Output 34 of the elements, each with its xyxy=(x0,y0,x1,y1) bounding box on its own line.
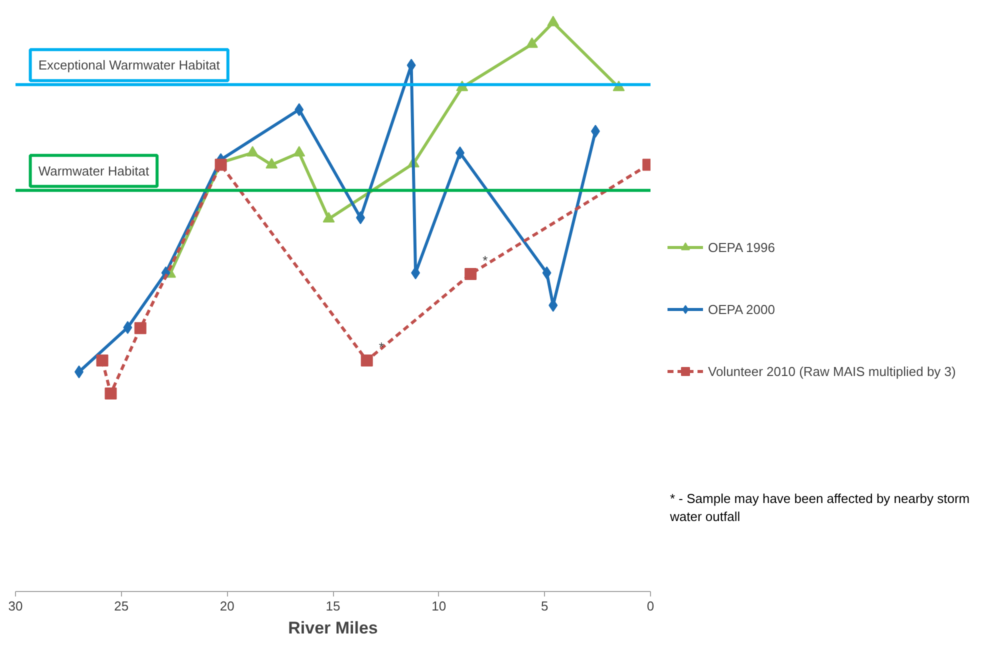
x-tick-label: 5 xyxy=(541,598,548,614)
point xyxy=(246,146,259,157)
legend-label: OEPA 2000 xyxy=(708,302,775,316)
ref-line-label: Warmwater Habitat xyxy=(38,163,150,178)
point xyxy=(547,16,560,26)
point xyxy=(214,158,227,171)
point xyxy=(294,103,304,116)
legend-label: Volunteer 2010 (Raw MAIS multiplied by 3) xyxy=(708,364,956,378)
point xyxy=(356,211,366,224)
x-tick-label: 30 xyxy=(8,598,23,614)
point xyxy=(96,354,108,367)
x-tick-label: 25 xyxy=(114,598,129,614)
point xyxy=(464,268,477,280)
legend-label: OEPA 1996 xyxy=(708,240,775,254)
text: * - Sample may have been affected by nearby storm water outfall xyxy=(670,490,970,526)
x-tick-label: 20 xyxy=(220,598,234,614)
point xyxy=(266,158,278,168)
point xyxy=(406,58,416,72)
point xyxy=(322,212,335,223)
point xyxy=(526,37,538,48)
ref-line-label: Exceptional Warmwater Habitat xyxy=(38,58,220,73)
point xyxy=(360,354,373,367)
x-tick-label: 0 xyxy=(646,598,654,614)
point xyxy=(134,322,146,334)
x-tick-label: 10 xyxy=(432,598,446,614)
point xyxy=(590,124,600,138)
x-tick-label: 15 xyxy=(326,598,340,614)
point xyxy=(411,266,420,280)
x-axis-title: River Miles xyxy=(288,618,378,638)
annotation: * xyxy=(482,253,488,268)
point xyxy=(542,266,552,280)
point xyxy=(293,146,306,157)
point xyxy=(123,321,132,334)
point xyxy=(104,388,117,400)
